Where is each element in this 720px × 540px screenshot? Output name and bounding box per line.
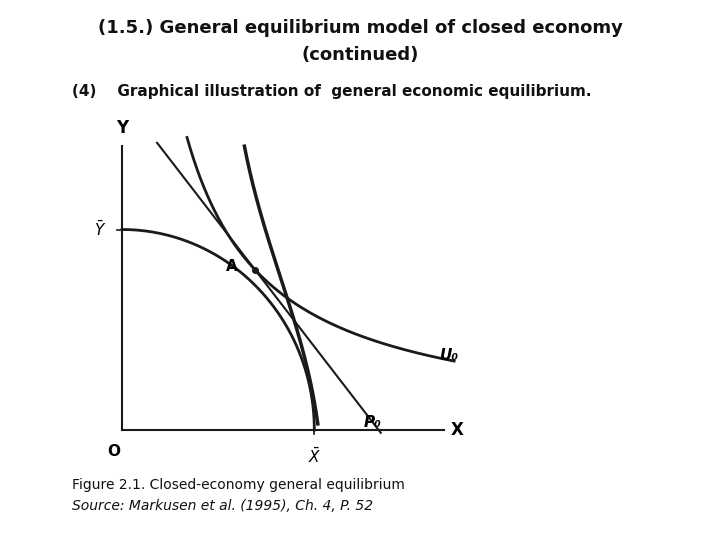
Text: $\bar{X}$: $\bar{X}$	[307, 447, 321, 466]
Text: O: O	[107, 444, 120, 459]
Text: U₀: U₀	[440, 348, 459, 363]
Text: Source: Markusen et al. (1995), Ch. 4, P. 52: Source: Markusen et al. (1995), Ch. 4, P…	[72, 500, 373, 514]
Text: A: A	[225, 259, 238, 274]
Text: Figure 2.1. Closed-economy general equilibrium: Figure 2.1. Closed-economy general equil…	[72, 478, 405, 492]
Text: (1.5.) General equilibrium model of closed economy: (1.5.) General equilibrium model of clos…	[98, 19, 622, 37]
Text: X: X	[451, 421, 464, 439]
Text: P₀: P₀	[364, 415, 381, 430]
Text: (continued): (continued)	[301, 46, 419, 64]
Text: Y: Y	[116, 119, 128, 137]
Text: $\bar{Y}$: $\bar{Y}$	[94, 220, 107, 239]
Text: (4)    Graphical illustration of  general economic equilibrium.: (4) Graphical illustration of general ec…	[72, 84, 592, 99]
